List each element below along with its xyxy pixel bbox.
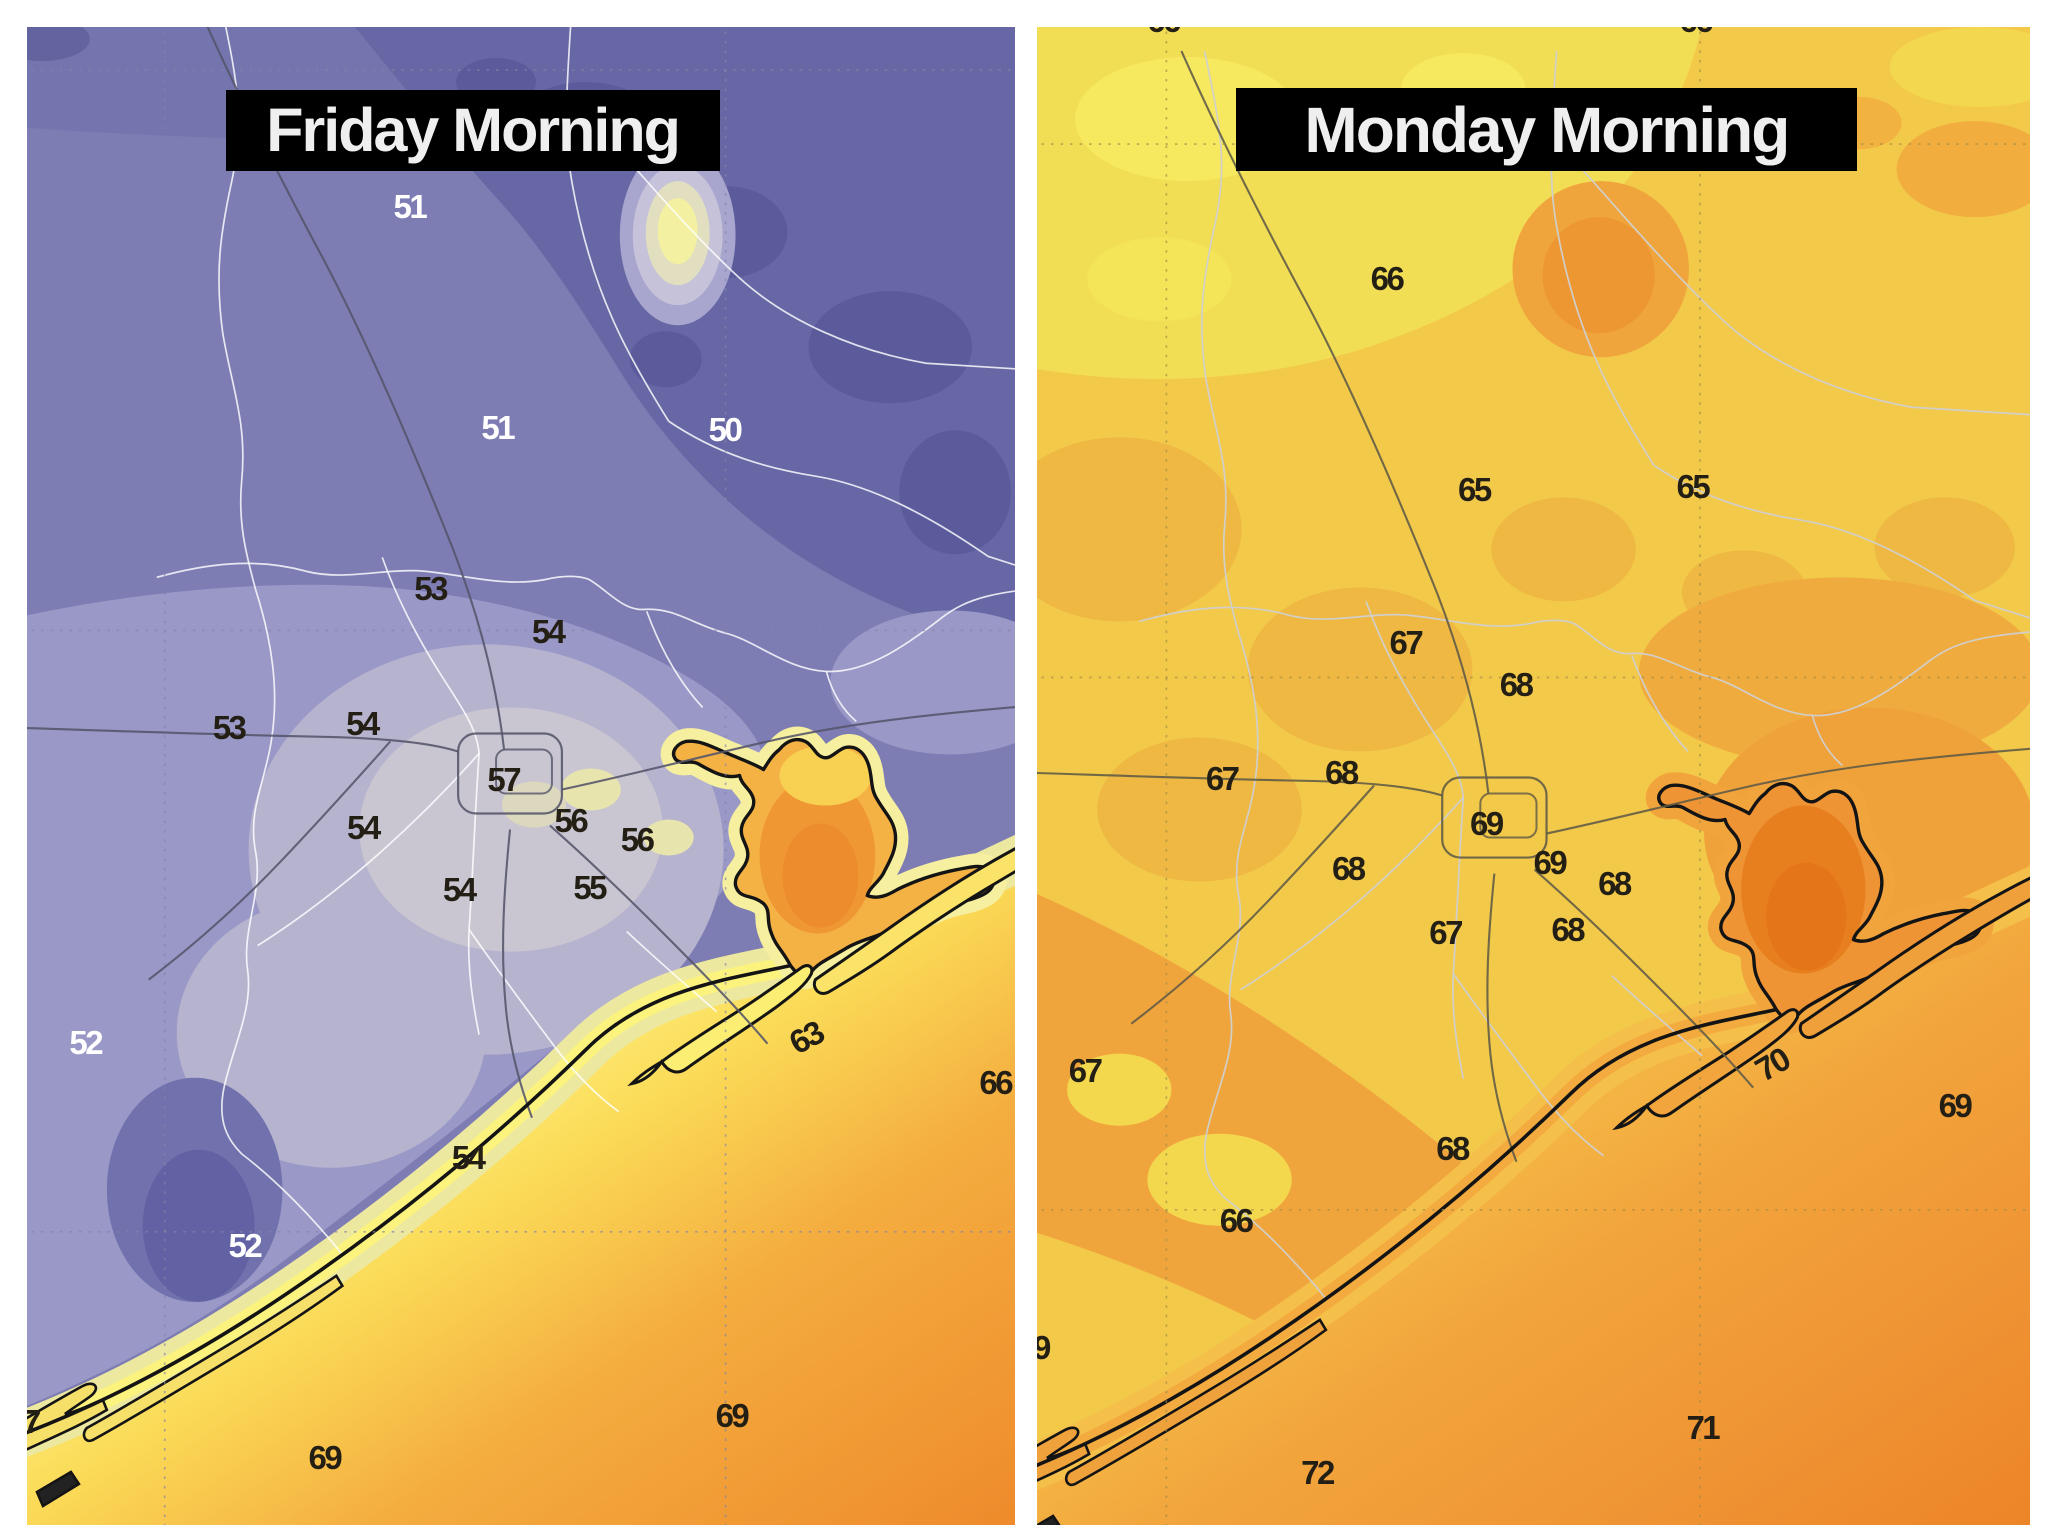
temp-label: 66 xyxy=(979,1064,1013,1102)
temp-label: 69 xyxy=(715,1396,750,1434)
temp-label: 68 xyxy=(1499,665,1534,703)
temp-label: 57 xyxy=(487,761,521,799)
temp-label: 68 xyxy=(1324,754,1359,791)
map-friday-morning: Friday Morning 51 51 50 53 54 53 54 57 56 56 54 54 5… xyxy=(27,27,1015,1525)
temp-label: 54 xyxy=(451,1138,486,1176)
temp-label: 72 xyxy=(1301,1453,1335,1491)
temp-label: 56 xyxy=(554,801,589,839)
temp-label: 66 xyxy=(1370,259,1405,297)
temp-label: 53 xyxy=(212,709,247,747)
temp-label: 54 xyxy=(531,613,566,651)
temp-label: 69 xyxy=(1533,843,1568,881)
temp-label: 69 xyxy=(1469,804,1504,842)
temp-label: 68 xyxy=(1331,849,1366,887)
temp-label-partial: 69 xyxy=(1037,1329,1051,1367)
temp-label-partial: 66 xyxy=(1679,27,1713,40)
temp-label-partial: 57 xyxy=(27,1402,41,1440)
temp-label: 51 xyxy=(481,409,515,447)
temp-label: 68 xyxy=(1436,1130,1470,1167)
temp-label: 50 xyxy=(708,410,743,448)
temp-label: 68 xyxy=(1598,864,1632,902)
temp-label: 54 xyxy=(346,704,380,742)
temp-label: 67 xyxy=(1389,623,1424,661)
monday-title-box: Monday Morning xyxy=(1235,88,1858,171)
temp-label: 69 xyxy=(308,1438,343,1476)
temp-label: 51 xyxy=(393,187,427,225)
temp-label: 52 xyxy=(69,1023,103,1061)
friday-title-box: Friday Morning xyxy=(225,89,720,171)
temp-label: 67 xyxy=(1068,1052,1103,1090)
temp-label: 71 xyxy=(1686,1408,1720,1446)
temp-label: 54 xyxy=(442,870,477,908)
monday-temperature-map xyxy=(1037,27,2030,1525)
temp-label: 68 xyxy=(1551,911,1585,949)
temp-label: 52 xyxy=(228,1227,263,1265)
monday-title: Monday Morning xyxy=(1304,93,1790,166)
temp-label: 56 xyxy=(620,821,655,859)
friday-title: Friday Morning xyxy=(266,96,681,165)
temp-label-partial: 66 xyxy=(1147,27,1181,40)
temp-label: 67 xyxy=(1429,914,1463,952)
temp-label: 65 xyxy=(1458,470,1492,508)
temp-label: 55 xyxy=(573,869,607,907)
temp-label: 67 xyxy=(1205,759,1240,797)
temp-label: 54 xyxy=(347,809,381,847)
map-monday-morning: Monday Morning 66 66 66 65 65 67 68 67 68 69 68 69 6… xyxy=(1037,27,2030,1525)
temp-label: 69 xyxy=(1938,1086,1973,1124)
temp-label: 53 xyxy=(414,569,448,607)
temp-label: 66 xyxy=(1219,1201,1254,1239)
temp-label: 65 xyxy=(1676,467,1711,505)
friday-temperature-map xyxy=(27,27,1015,1525)
